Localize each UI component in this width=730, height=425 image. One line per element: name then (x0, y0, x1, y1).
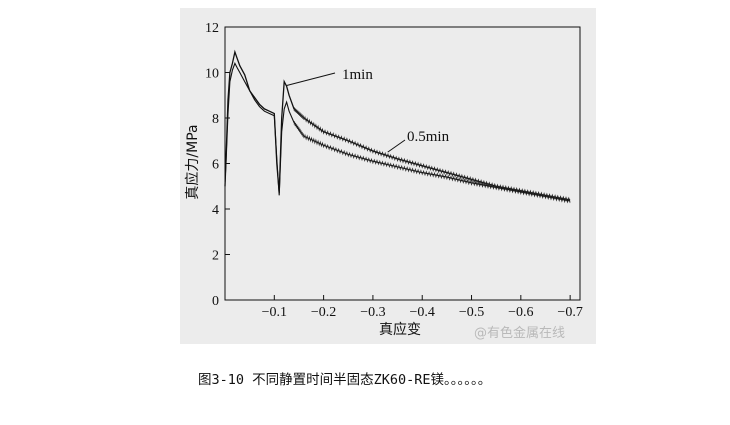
plot-frame (224, 26, 581, 301)
annotation-label: 1min (342, 67, 373, 83)
y-tick-label: 2 (212, 249, 219, 264)
x-tick-label: −0.4 (410, 305, 435, 320)
x-tick-label: −0.6 (508, 305, 533, 320)
y-tick-label: 8 (212, 112, 219, 127)
annotation-leader (286, 72, 336, 87)
series-line-0.5min (224, 62, 571, 202)
x-tick-label: −0.7 (557, 305, 582, 320)
series-noise-1min (293, 107, 571, 203)
series-line-1min (224, 49, 571, 201)
y-axis-label: 真应力/MPa (184, 124, 201, 199)
plot-panel (180, 8, 596, 344)
figure-caption: 图3-10 不同静置时间半固态ZK60-RE镁。。。。。。 (198, 372, 492, 388)
y-tick-label: 6 (212, 158, 219, 173)
y-tick-label: 12 (205, 21, 219, 36)
watermark: @有色金属在线 (474, 326, 566, 341)
series-noise-0.5min (293, 121, 571, 204)
x-tick-label: −0.2 (311, 305, 336, 320)
x-tick-label: −0.1 (262, 305, 287, 320)
x-tick-label: −0.5 (459, 305, 484, 320)
x-tick-label: −0.3 (360, 305, 385, 320)
y-tick-label: 4 (212, 203, 219, 218)
y-tick-label: 10 (205, 67, 219, 82)
annotation-leader (387, 139, 406, 153)
y-tick-label: 0 (212, 294, 219, 309)
annotation-label: 0.5min (407, 129, 450, 145)
x-axis-label: 真应变 (379, 321, 421, 338)
